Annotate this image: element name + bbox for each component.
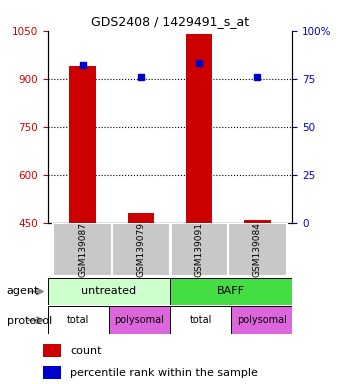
Text: GSM139091: GSM139091 — [194, 222, 204, 277]
Bar — [53, 223, 112, 276]
Text: GSM139084: GSM139084 — [253, 222, 262, 277]
Bar — [170, 278, 292, 305]
Text: percentile rank within the sample: percentile rank within the sample — [70, 368, 258, 378]
Bar — [43, 366, 61, 379]
Text: protocol: protocol — [7, 316, 52, 326]
Text: agent: agent — [7, 286, 39, 296]
Text: polysomal: polysomal — [237, 315, 287, 325]
Bar — [48, 306, 109, 334]
Bar — [69, 66, 96, 223]
Text: total: total — [67, 315, 89, 325]
Text: GSM139087: GSM139087 — [78, 222, 87, 277]
Text: total: total — [189, 315, 212, 325]
Title: GDS2408 / 1429491_s_at: GDS2408 / 1429491_s_at — [91, 15, 249, 28]
Text: GSM139079: GSM139079 — [136, 222, 146, 277]
Text: count: count — [70, 346, 101, 356]
Text: untreated: untreated — [81, 286, 136, 296]
Bar — [228, 223, 287, 276]
Bar — [43, 344, 61, 357]
Bar — [112, 223, 170, 276]
Bar — [244, 220, 271, 223]
Bar — [170, 223, 228, 276]
Bar — [231, 306, 292, 334]
Text: polysomal: polysomal — [115, 315, 164, 325]
Bar — [186, 34, 212, 223]
Bar — [48, 278, 170, 305]
Text: BAFF: BAFF — [217, 286, 245, 296]
Bar — [128, 213, 154, 223]
Bar — [109, 306, 170, 334]
Bar — [170, 306, 231, 334]
